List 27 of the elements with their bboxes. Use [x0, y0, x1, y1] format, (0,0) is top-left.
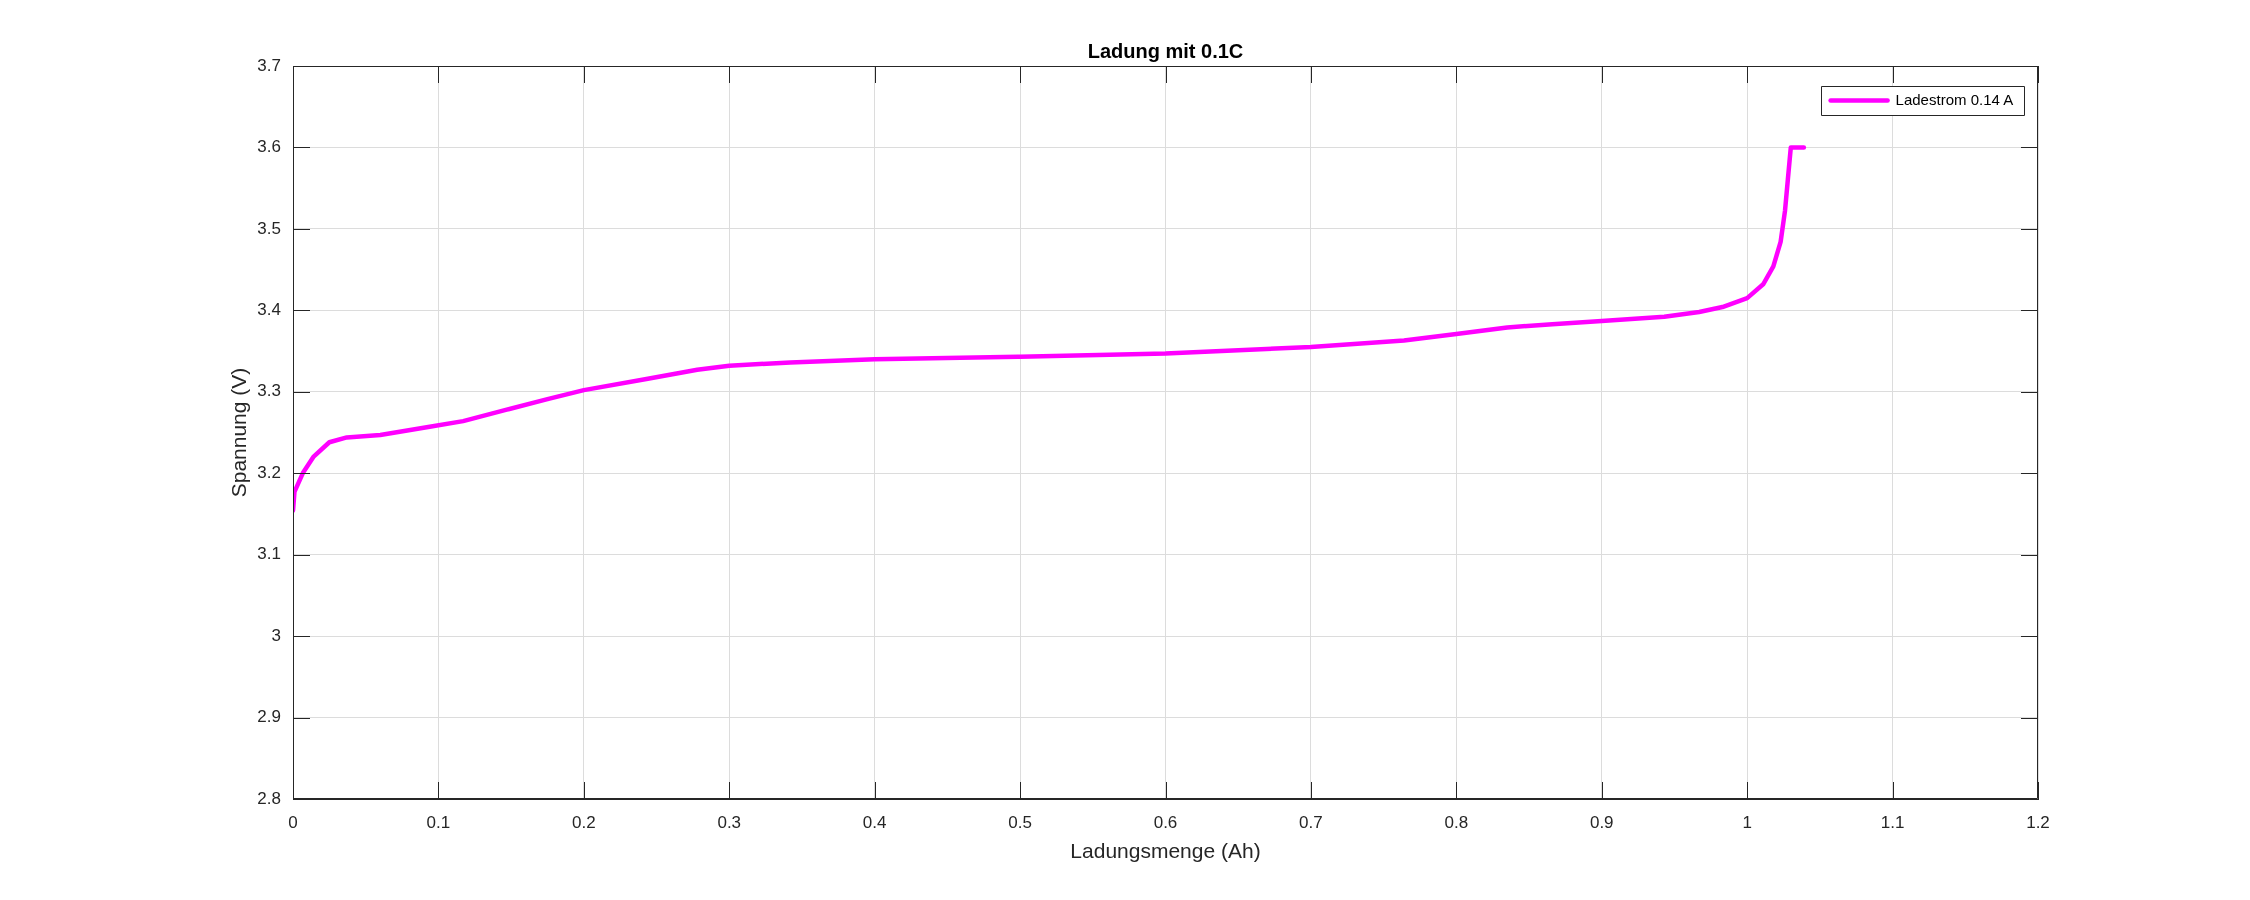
y-tick-label: 3.1 [257, 544, 281, 564]
x-tick-label: 1.2 [2026, 812, 2050, 832]
y-tick-label: 2.8 [257, 788, 281, 808]
y-tick-label: 3 [271, 625, 281, 645]
x-tick-label: 0.6 [1153, 812, 1178, 832]
x-tick-label: 0.1 [426, 812, 451, 832]
x-tick-label: 0.4 [862, 812, 887, 832]
legend-label: Ladestrom 0.14 A [1895, 90, 2014, 108]
y-axis-title: Spannung (V) [226, 367, 250, 498]
x-tick-label: 0.3 [717, 812, 742, 832]
y-tick-label: 3.3 [257, 381, 281, 401]
y-tick-label: 3.4 [257, 300, 281, 320]
x-tick-label: 0.8 [1444, 812, 1469, 832]
x-tick-label: 0.9 [1589, 812, 1614, 832]
x-axis-title: Ladungsmenge (Ah) [1070, 838, 1261, 862]
x-tick-label: 0 [288, 812, 298, 832]
y-tick-label: 2.9 [257, 707, 281, 727]
x-tick-label: 0.2 [572, 812, 596, 832]
x-tick-label: 0.5 [1008, 812, 1032, 832]
y-tick-label: 3.6 [257, 137, 281, 157]
y-tick-label: 3.5 [257, 218, 281, 238]
y-tick-label: 3.2 [257, 462, 281, 482]
y-tick-label: 3.7 [257, 55, 281, 75]
x-tick-label: 0.7 [1299, 812, 1323, 832]
x-tick-label: 1.1 [1880, 812, 1905, 832]
chart-title: Ladung mit 0.1C [1087, 39, 1244, 62]
x-tick-label: 1 [1742, 812, 1752, 832]
